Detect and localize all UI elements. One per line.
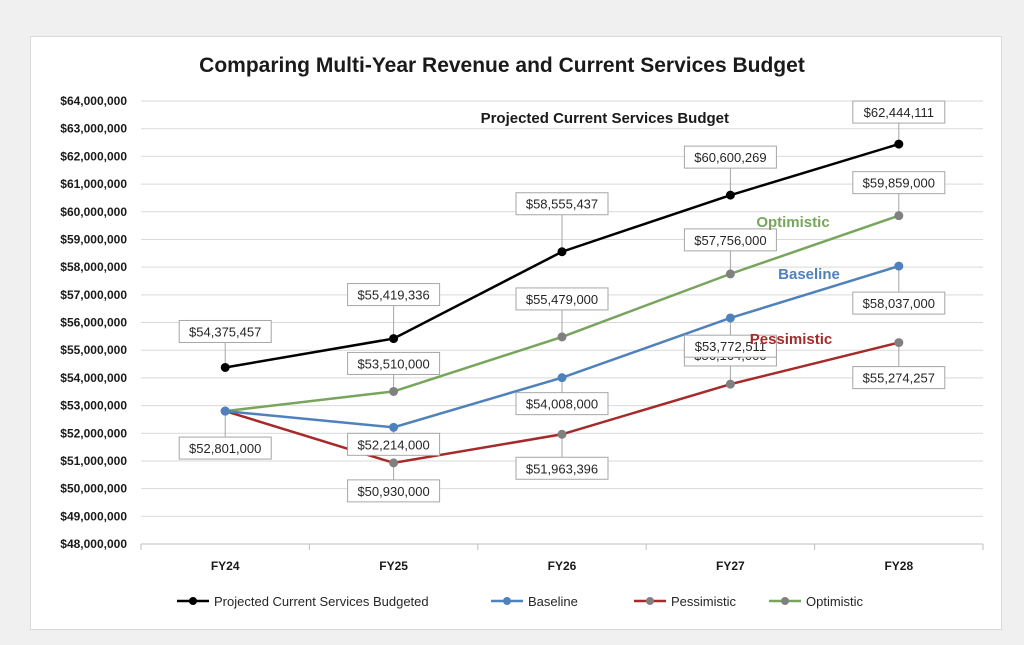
data-point xyxy=(894,211,904,221)
y-tick-label: $63,000,000 xyxy=(60,122,127,136)
x-tick-label: FY24 xyxy=(211,559,240,573)
data-label-box xyxy=(852,171,946,195)
data-label: $50,930,000 xyxy=(357,484,429,499)
data-label: $53,510,000 xyxy=(357,356,429,371)
data-label: $57,756,000 xyxy=(694,233,766,248)
data-label: $54,008,000 xyxy=(526,397,598,412)
y-tick-label: $55,000,000 xyxy=(60,343,127,357)
legend-marker xyxy=(646,597,654,605)
data-point xyxy=(389,458,399,468)
x-tick-label: FY25 xyxy=(379,559,408,573)
series-inline-label: Baseline xyxy=(778,266,840,283)
legend-entry: Pessimistic xyxy=(671,594,737,609)
data-label-box xyxy=(347,351,441,375)
data-point xyxy=(725,313,735,323)
y-tick-label: $60,000,000 xyxy=(60,205,127,219)
data-label-box xyxy=(852,366,946,390)
legend-marker xyxy=(503,597,511,605)
chart-title: Comparing Multi-Year Revenue and Current… xyxy=(199,54,805,77)
y-tick-label: $51,000,000 xyxy=(60,454,127,468)
data-label: $58,037,000 xyxy=(863,296,935,311)
data-label-box xyxy=(347,283,441,307)
series-inline-label: Pessimistic xyxy=(750,331,833,348)
legend-entry: Baseline xyxy=(528,594,578,609)
data-point xyxy=(557,332,567,342)
y-tick-label: $59,000,000 xyxy=(60,232,127,246)
data-point xyxy=(389,422,399,432)
series-inline-label: Projected Current Services Budget xyxy=(481,110,729,127)
data-label: $52,801,000 xyxy=(189,441,261,456)
data-label-box xyxy=(852,291,946,315)
data-point xyxy=(894,139,904,149)
y-tick-label: $64,000,000 xyxy=(60,94,127,108)
y-tick-label: $53,000,000 xyxy=(60,399,127,413)
data-label: $51,963,396 xyxy=(526,461,598,476)
data-label-box xyxy=(347,432,441,456)
data-label: $62,444,111 xyxy=(864,105,934,120)
data-label-box xyxy=(515,192,609,216)
data-point xyxy=(725,379,735,389)
data-label-box xyxy=(515,287,609,311)
data-label: $55,274,257 xyxy=(863,371,935,386)
legend-entry: Projected Current Services Budgeted xyxy=(214,594,429,609)
series-inline-label: Optimistic xyxy=(756,214,829,231)
data-label: $54,375,457 xyxy=(189,324,261,339)
data-label-box xyxy=(178,436,272,460)
data-point xyxy=(557,373,567,383)
y-tick-label: $58,000,000 xyxy=(60,260,127,274)
x-tick-label: FY26 xyxy=(548,559,577,573)
data-point xyxy=(220,406,230,416)
data-label-box xyxy=(683,334,777,358)
data-point xyxy=(557,429,567,439)
data-label: $53,772,511 xyxy=(695,339,766,354)
data-label-box xyxy=(683,145,777,169)
x-tick-label: FY28 xyxy=(884,559,913,573)
y-tick-label: $50,000,000 xyxy=(60,482,127,496)
data-point xyxy=(389,334,399,344)
chart-frame: Comparing Multi-Year Revenue and Current… xyxy=(30,36,1002,630)
data-point xyxy=(725,269,735,279)
x-tick-label: FY27 xyxy=(716,559,745,573)
data-label: $60,600,269 xyxy=(694,150,766,165)
data-point xyxy=(220,362,230,372)
data-label: $55,419,336 xyxy=(357,288,429,303)
legend-marker xyxy=(781,597,789,605)
line-chart: Comparing Multi-Year Revenue and Current… xyxy=(60,54,984,609)
y-tick-label: $57,000,000 xyxy=(60,288,127,302)
y-tick-label: $61,000,000 xyxy=(60,177,127,191)
y-tick-label: $62,000,000 xyxy=(60,149,127,163)
y-tick-label: $52,000,000 xyxy=(60,426,127,440)
data-point xyxy=(557,247,567,257)
data-point xyxy=(725,190,735,200)
data-point xyxy=(389,386,399,396)
data-point xyxy=(894,338,904,348)
y-tick-label: $49,000,000 xyxy=(60,509,127,523)
y-tick-label: $56,000,000 xyxy=(60,316,127,330)
y-tick-label: $54,000,000 xyxy=(60,371,127,385)
data-label-box xyxy=(515,392,609,416)
data-label: $55,479,000 xyxy=(526,292,598,307)
data-label: $59,859,000 xyxy=(863,176,935,191)
data-label-box xyxy=(683,228,777,252)
data-point xyxy=(894,261,904,271)
y-tick-label: $48,000,000 xyxy=(60,537,127,551)
data-label-box xyxy=(347,479,441,503)
legend-entry: Optimistic xyxy=(806,594,864,609)
data-label-box xyxy=(178,319,272,343)
legend-marker xyxy=(189,597,197,605)
data-label: $52,214,000 xyxy=(357,437,429,452)
data-label: $58,555,437 xyxy=(526,197,598,212)
data-label-box xyxy=(515,456,609,480)
data-label-box xyxy=(852,100,946,124)
